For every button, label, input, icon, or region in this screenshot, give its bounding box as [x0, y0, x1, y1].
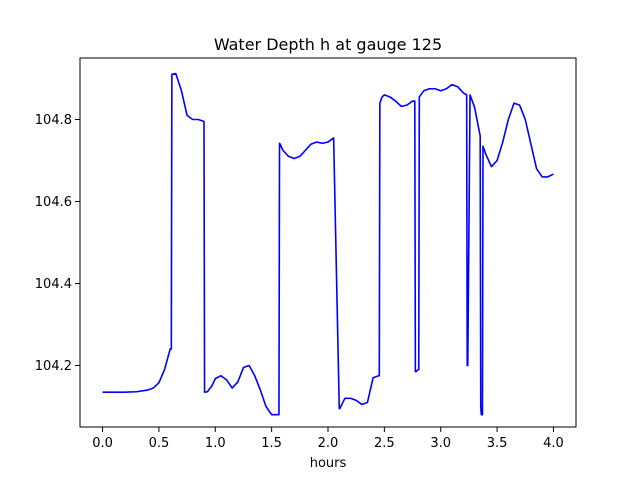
y-tick-label: 104.4 [35, 277, 72, 292]
y-tick-label: 104.2 [35, 359, 72, 374]
plot-area [102, 72, 554, 416]
x-tick-label: 4.0 [543, 436, 564, 451]
axes-frame [79, 57, 577, 428]
y-tick-label: 104.8 [35, 113, 72, 128]
x-tick-label: 2.5 [374, 436, 395, 451]
y-tick-label: 104.6 [35, 195, 72, 210]
x-tick-label: 1.5 [261, 436, 282, 451]
series-line-0 [102, 72, 554, 416]
x-tick-label: 3.5 [487, 436, 508, 451]
x-tick-label: 1.0 [205, 436, 226, 451]
x-tick-label: 0.5 [149, 436, 170, 451]
x-axis: 0.0 0.5 1.0 1.5 2.0 2.5 3.0 3.5 4.0 [92, 427, 564, 451]
x-axis-label: hours [310, 456, 347, 471]
x-tick-label: 2.0 [318, 436, 339, 451]
y-axis: 104.2 104.4 104.6 104.8 [35, 113, 80, 374]
x-tick-label: 3.0 [430, 436, 451, 451]
chart-title: Water Depth h at gauge 125 [214, 35, 442, 54]
x-tick-label: 0.0 [92, 436, 113, 451]
